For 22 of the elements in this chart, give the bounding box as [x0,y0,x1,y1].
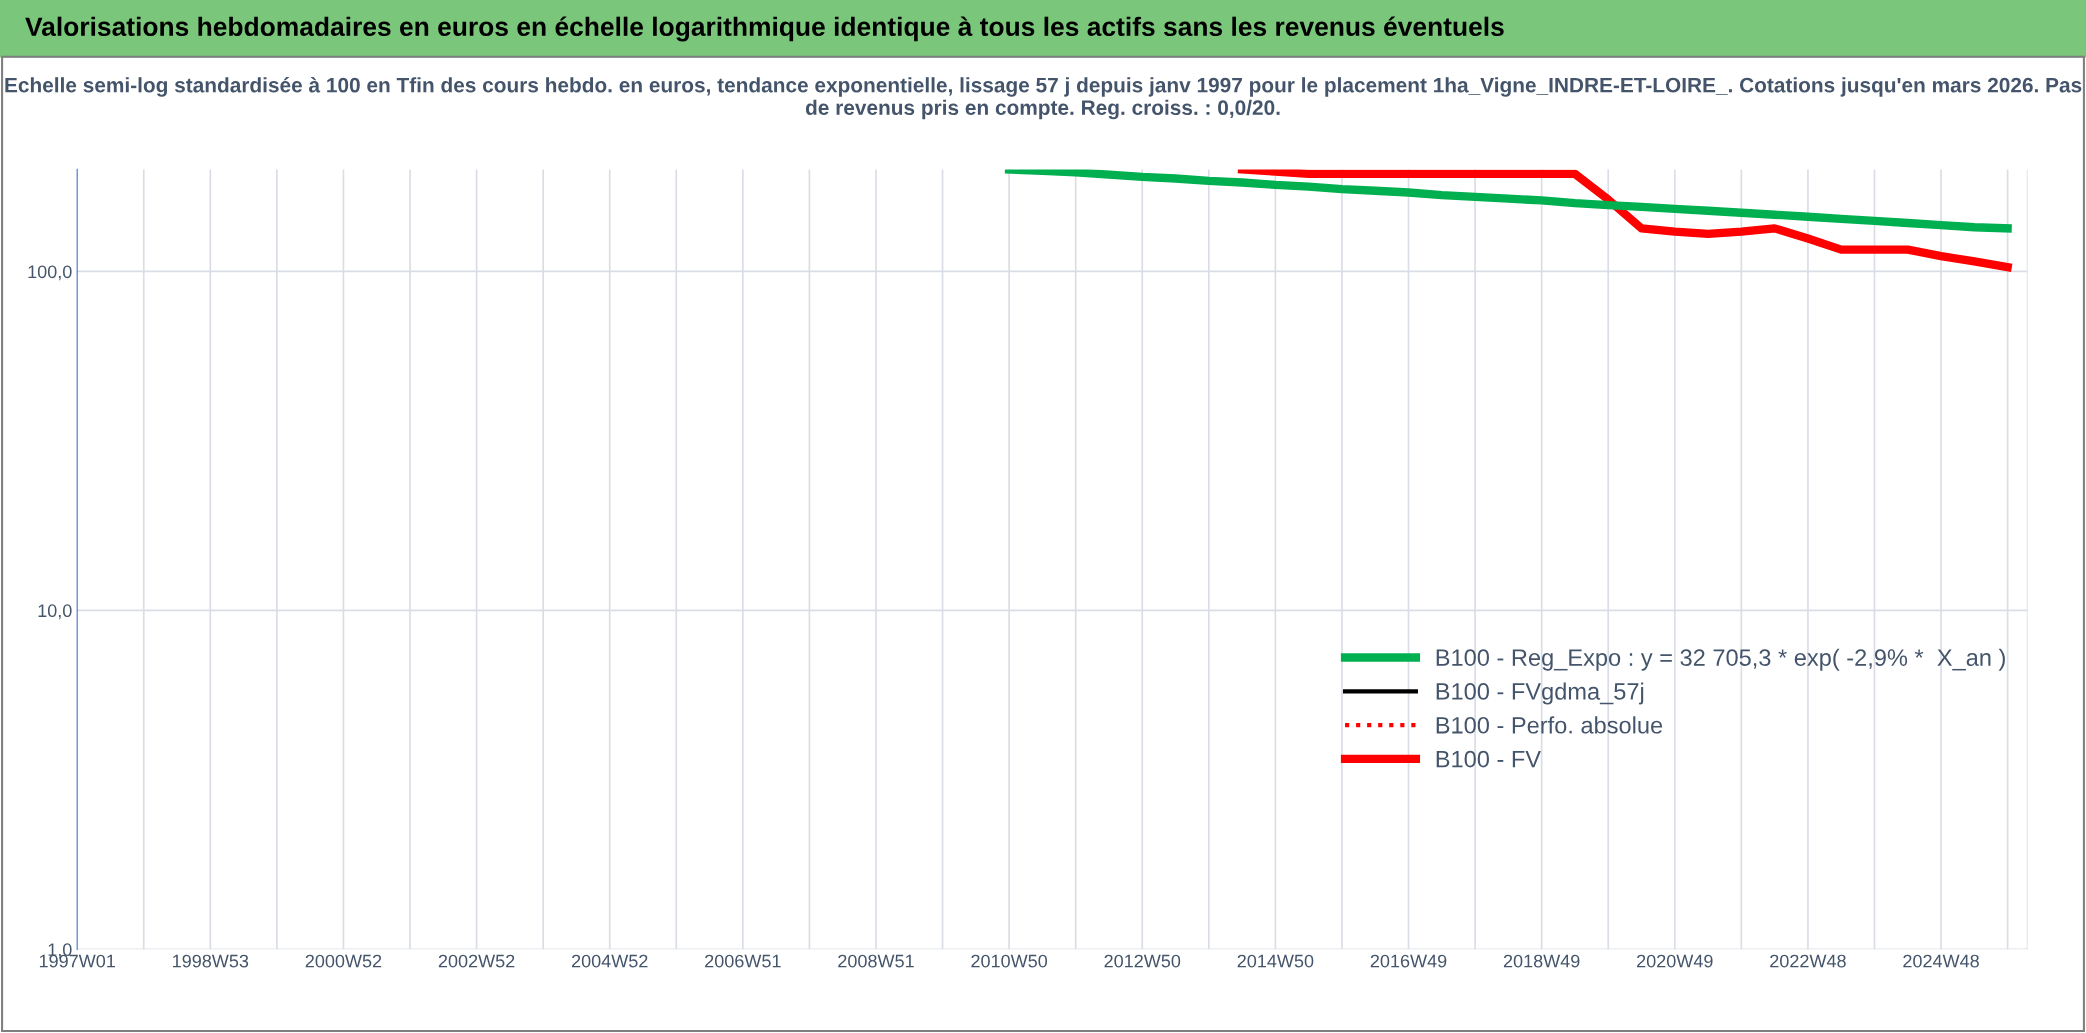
x-tick-label: 2014W50 [1237,954,1314,968]
x-tick-label: 2000W52 [305,954,382,968]
x-tick-label: 2016W49 [1370,954,1447,968]
legend-label: B100 - FVgdma_57j [1436,682,1644,705]
x-tick-label: 2002W52 [438,954,515,968]
y-tick-label: 100,0 [28,265,72,281]
y-tick-label: 10,0 [38,604,72,620]
x-tick-label: 2010W50 [971,954,1048,968]
x-tick-label: 2022W48 [1770,954,1846,968]
x-tick-label: 2024W48 [1903,954,1979,968]
x-tick-label: 2006W51 [705,954,781,968]
legend-label: B100 - FV [1436,750,1541,768]
legend-label: B100 - Reg_Expo : y = 32 705,3 * exp( -2,9% * X_an ) [1436,648,2005,671]
x-tick-label: 2012W50 [1104,954,1181,968]
chart-title: Valorisations hebdomadaires en euros en échelle logarithmique identique à tous les actifs sans les revenus éventuels [25,16,1504,42]
x-tick-label: 2008W51 [838,954,914,968]
chart-subtitle: Echelle semi-log standardisée à 100 en Tfin des cours hebdo. en euros, tendance exponentielle, lissage 57 j depuis janv 1997 pour le placement 1ha_Vigne_INDRE-ET-LOIRE_. Cotations jusqu'en mars 2026. Pas de revenus pris en compte. Reg. croiss. : 0,0/20. [5,77,2082,120]
x-tick-label: 2018W49 [1503,954,1580,968]
x-tick-label: 2020W49 [1637,954,1713,968]
legend-label: B100 - Perfo. absolue [1436,716,1663,734]
x-tick-label: 1998W53 [173,954,249,968]
x-tick-label: 2004W52 [571,954,648,968]
